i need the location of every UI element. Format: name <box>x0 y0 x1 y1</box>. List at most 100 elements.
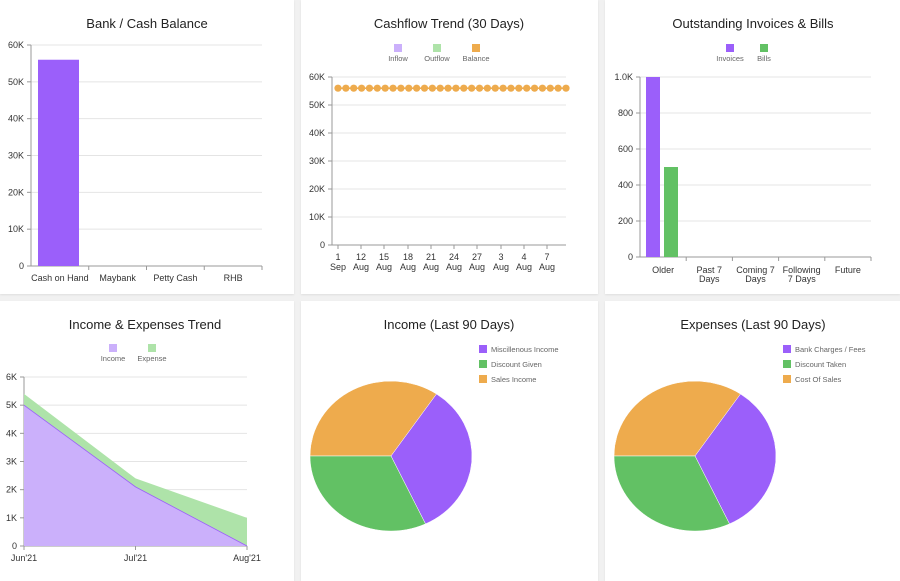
y-tick-label: 600 <box>618 144 633 154</box>
balance-point <box>554 84 562 92</box>
legend-swatch-balance <box>472 44 480 52</box>
balance-point <box>507 84 515 92</box>
legend-label-expense: Expense <box>137 354 166 363</box>
expenses-pie-chart: Expenses (Last 90 Days) Bank Charges / Fe… <box>613 317 866 532</box>
x-tick-label: 24 <box>449 252 459 262</box>
slice-cost-of-sales <box>613 380 741 457</box>
legend-swatch-expense <box>148 344 156 352</box>
income-line <box>23 404 248 547</box>
balance-point <box>460 84 468 92</box>
y-tick-label: 10K <box>309 212 325 222</box>
balance-point <box>334 84 342 92</box>
legend-swatch <box>783 360 791 368</box>
x-tick-label: Older <box>652 265 674 275</box>
y-tick-label: 4K <box>6 428 17 438</box>
balance-point <box>444 84 452 92</box>
outstanding-title: Outstanding Invoices & Bills <box>672 16 834 31</box>
x-tick-label: 7 Days <box>788 274 817 284</box>
legend-label-income: Income <box>101 354 126 363</box>
x-tick-label: 15 <box>379 252 389 262</box>
y-tick-label: 1.0K <box>614 72 633 82</box>
balance-point <box>381 84 389 92</box>
x-tick-label: Aug <box>469 262 485 272</box>
balance-point <box>468 84 476 92</box>
x-tick-label: Aug <box>539 262 555 272</box>
bank-cash-balance-chart: Bank / Cash Balance 0 10K 20K 30K 40K 50K 60K Ca… <box>8 16 263 283</box>
y-tick-label: 50K <box>8 77 24 87</box>
y-tick-label: 60K <box>8 40 24 50</box>
balance-point <box>530 84 539 92</box>
legend-label-bills: Bills <box>757 54 771 63</box>
legend-swatch <box>783 375 791 383</box>
balance-point <box>538 84 547 92</box>
x-tick-label: 4 <box>521 252 526 262</box>
balance-point <box>350 84 358 92</box>
balance-point <box>523 84 531 92</box>
balance-point <box>357 84 366 92</box>
income-pie-title: Income (Last 90 Days) <box>384 317 515 332</box>
y-tick-label: 0 <box>320 240 325 250</box>
slice-discount-taken <box>613 455 730 532</box>
income-expenses-trend-chart: Income & Expenses Trend Income Expense 0 1K 2… <box>6 317 261 563</box>
income-expenses-trend-card: Income & Expenses Trend Income Expense 0 1K 2… <box>0 301 294 581</box>
x-tick-label: Days <box>699 274 720 284</box>
legend-swatch-outflow <box>433 44 441 52</box>
legend-swatch <box>783 345 791 353</box>
bank-cash-balance-card: Bank / Cash Balance 0 10K 20K 30K 40K 50K 60K Ca… <box>0 0 294 294</box>
y-tick-label: 3K <box>6 457 17 467</box>
y-tick-label: 0 <box>12 541 17 551</box>
x-tick-label: Future <box>835 265 861 275</box>
expenses-pie-card: Expenses (Last 90 Days) Bank Charges / Fe… <box>605 301 900 581</box>
x-tick-label: Past 7 <box>697 265 723 275</box>
y-tick-label: 30K <box>8 151 24 161</box>
legend-label-balance: Balance <box>462 54 489 63</box>
x-tick-label: 27 <box>472 252 482 262</box>
y-tick-label: 20K <box>309 184 325 194</box>
balance-point <box>365 84 374 92</box>
balance-point <box>373 84 381 92</box>
balance-point <box>436 84 444 92</box>
slice-sales-income <box>309 380 437 457</box>
outstanding-invoices-bills-chart: Outstanding Invoices & Bills Invoices Bill… <box>614 16 872 284</box>
x-tick-label: 1 <box>335 252 340 262</box>
balance-point <box>405 84 413 92</box>
income-area <box>24 405 247 546</box>
balance-point <box>475 84 484 92</box>
legend-swatch <box>479 375 487 383</box>
x-tick-label: Aug'21 <box>233 553 261 563</box>
x-tick-label: RHB <box>224 273 243 283</box>
y-tick-label: 6K <box>6 372 17 382</box>
balance-point <box>483 84 491 92</box>
x-tick-label: 12 <box>356 252 366 262</box>
x-tick-label: Aug <box>353 262 369 272</box>
cashflow-trend-title: Cashflow Trend (30 Days) <box>374 16 524 31</box>
y-tick-label: 50K <box>309 100 325 110</box>
y-tick-label: 5K <box>6 400 17 410</box>
x-tick-label: Jun'21 <box>11 553 37 563</box>
x-tick-label: Petty Cash <box>153 273 197 283</box>
y-tick-label: 2K <box>6 485 17 495</box>
x-tick-label: 3 <box>498 252 503 262</box>
y-tick-label: 0 <box>628 252 633 262</box>
slice-discount-given <box>309 455 426 532</box>
outstanding-invoices-bills-card: Outstanding Invoices & Bills Invoices Bill… <box>605 0 900 294</box>
balance-point <box>515 84 523 92</box>
x-tick-label: Aug <box>446 262 462 272</box>
x-tick-label: Coming 7 <box>736 265 775 275</box>
legend-swatch-invoices <box>726 44 734 52</box>
y-tick-label: 0 <box>19 261 24 271</box>
x-tick-label: Sep <box>330 262 346 272</box>
balance-point <box>452 84 460 92</box>
cashflow-trend-card: Cashflow Trend (30 Days) Inflow Outflow Bal… <box>301 0 598 294</box>
x-tick-label: 21 <box>426 252 436 262</box>
x-tick-label: Cash on Hand <box>31 273 89 283</box>
expenses-pie-title: Expenses (Last 90 Days) <box>680 317 825 332</box>
y-tick-label: 40K <box>8 114 24 124</box>
y-tick-label: 40K <box>309 128 325 138</box>
expense-area <box>24 393 247 546</box>
cashflow-trend-chart: Cashflow Trend (30 Days) Inflow Outflow Bal… <box>309 16 570 272</box>
x-tick-label: Aug <box>493 262 509 272</box>
legend-label-invoices: Invoices <box>716 54 744 63</box>
bar-cash-on-hand <box>38 59 79 266</box>
x-tick-label: Days <box>745 274 766 284</box>
